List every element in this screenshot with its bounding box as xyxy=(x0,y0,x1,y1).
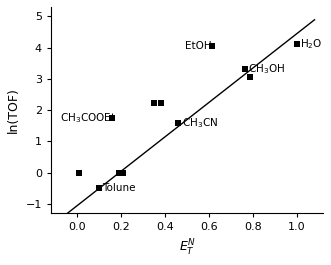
Text: H$_2$O: H$_2$O xyxy=(300,38,323,51)
Text: CH$_3$COOEt: CH$_3$COOEt xyxy=(60,111,116,125)
Text: CH$_3$OH: CH$_3$OH xyxy=(248,62,285,76)
Text: EtOH: EtOH xyxy=(185,41,212,51)
Y-axis label: ln(TOF): ln(TOF) xyxy=(7,87,20,133)
Text: Tolune: Tolune xyxy=(103,183,136,193)
Text: CH$_3$CN: CH$_3$CN xyxy=(182,116,218,130)
X-axis label: $E_T^N$: $E_T^N$ xyxy=(179,238,196,258)
